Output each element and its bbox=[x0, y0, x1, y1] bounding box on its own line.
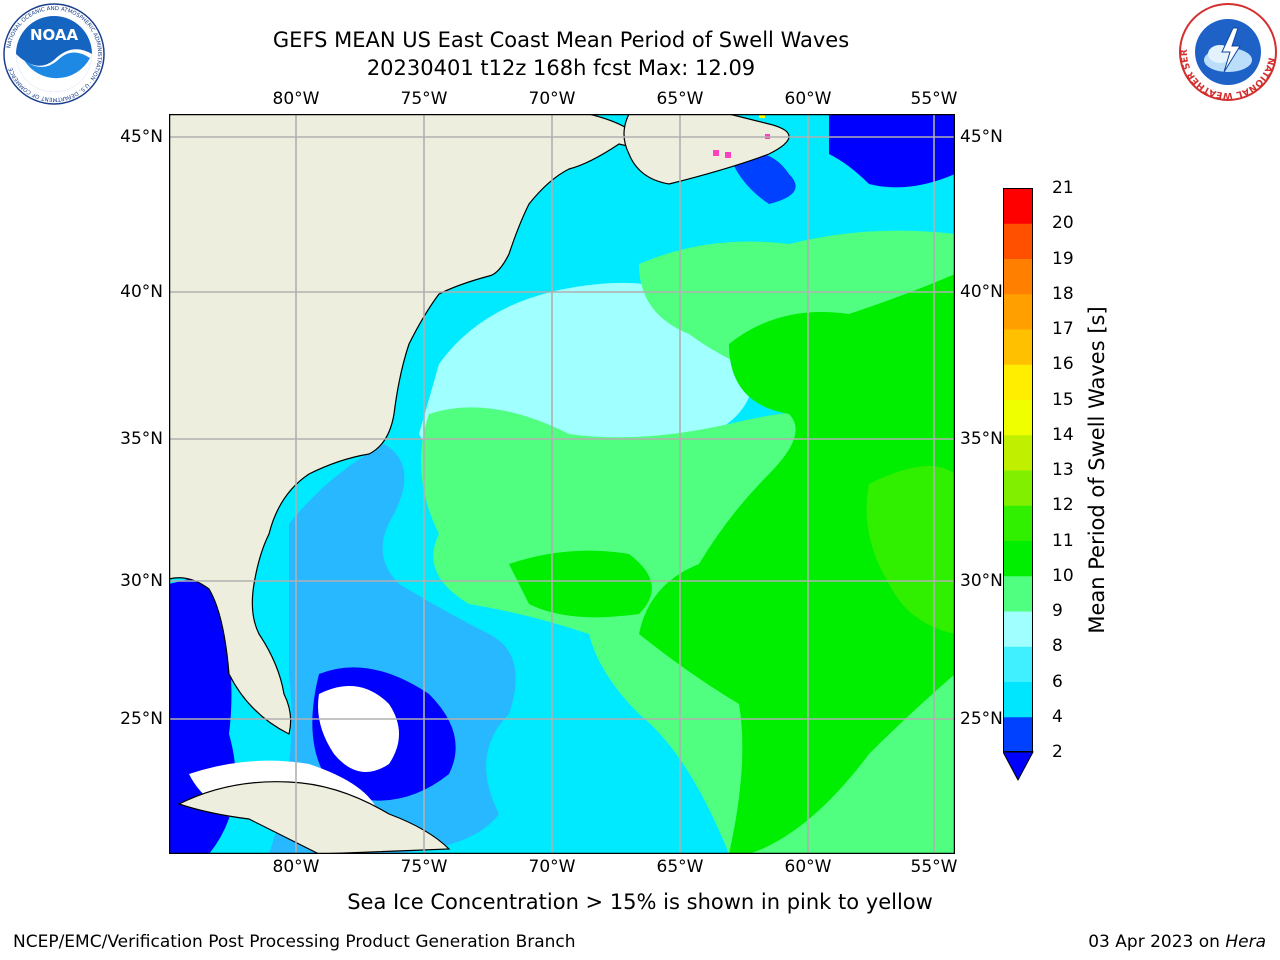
footer-credit: NCEP/EMC/Verification Post Processing Pr… bbox=[13, 932, 576, 952]
sea-ice-marker bbox=[725, 152, 731, 158]
lon-label-bottom: 65°W bbox=[656, 857, 704, 877]
lon-label-top: 75°W bbox=[400, 89, 448, 109]
colorbar-segment bbox=[1003, 329, 1033, 365]
colorbar-segment bbox=[1003, 188, 1033, 224]
colorbar-segment bbox=[1003, 434, 1033, 471]
lat-label-left: 40°N bbox=[120, 282, 163, 302]
land-us-east-coast bbox=[169, 114, 647, 735]
colorbar-segment bbox=[1003, 258, 1033, 295]
lat-label-right: 40°N bbox=[960, 282, 1003, 302]
lat-label-right: 45°N bbox=[960, 127, 1003, 147]
colorbar-tick-label: 11 bbox=[1052, 530, 1074, 551]
contour-2-4-north bbox=[729, 151, 796, 204]
colorbar-tick-label: 6 bbox=[1052, 671, 1063, 692]
nws-logo: NATIONAL WEATHER SERVICE bbox=[1178, 2, 1277, 101]
lat-label-left: 30°N bbox=[120, 571, 163, 591]
lon-label-bottom: 80°W bbox=[272, 857, 320, 877]
lon-label-top: 80°W bbox=[272, 89, 320, 109]
lon-label-bottom: 55°W bbox=[910, 857, 958, 877]
lon-label-bottom: 60°W bbox=[784, 857, 832, 877]
swell-period-map bbox=[169, 114, 955, 854]
colorbar-segment bbox=[1003, 293, 1033, 330]
footer-date: 03 Apr 2023 on Hera bbox=[1088, 932, 1266, 952]
chart-subtitle: 20230401 t12z 168h fcst Max: 12.09 bbox=[366, 56, 756, 80]
colorbar-tick-label: 13 bbox=[1052, 460, 1074, 480]
contour-11-12 bbox=[866, 466, 955, 634]
lon-label-top: 60°W bbox=[784, 89, 832, 109]
colorbar-segment bbox=[1003, 646, 1033, 682]
colorbar-tick-label: 20 bbox=[1052, 213, 1074, 234]
lon-label-top: 55°W bbox=[910, 89, 958, 109]
lon-label-top: 65°W bbox=[656, 89, 704, 109]
colorbar-tick-label: 12 bbox=[1052, 495, 1074, 516]
colorbar bbox=[1003, 188, 1034, 782]
colorbar-segment bbox=[1003, 681, 1033, 718]
sea-ice-marker bbox=[713, 150, 719, 156]
colorbar-tick-label: 4 bbox=[1052, 706, 1063, 727]
colorbar-tick-label: 15 bbox=[1052, 389, 1074, 410]
gridlines bbox=[169, 114, 955, 854]
colorbar-tick-label: 19 bbox=[1052, 248, 1074, 269]
colorbar-tick-label: 10 bbox=[1052, 565, 1074, 586]
colorbar-tick-label: 9 bbox=[1052, 601, 1063, 621]
missing-data-bahamas bbox=[318, 686, 399, 772]
colorbar-segments bbox=[1003, 188, 1033, 753]
noaa-logo: NOAA NATIONAL OCEANIC AND ATMOSPHERIC AD… bbox=[3, 3, 105, 105]
colorbar-tick-label: 2 bbox=[1052, 742, 1063, 762]
lat-label-left: 45°N bbox=[120, 127, 163, 147]
sea-ice-note: Sea Ice Concentration > 15% is shown in … bbox=[347, 890, 933, 914]
colorbar-segment bbox=[1003, 575, 1033, 612]
lat-label-left: 25°N bbox=[120, 709, 163, 729]
colorbar-tick-label: 16 bbox=[1052, 354, 1074, 375]
lat-label-right: 35°N bbox=[960, 429, 1003, 449]
colorbar-segment bbox=[1003, 540, 1033, 577]
map-frame bbox=[169, 114, 955, 854]
land-cuba bbox=[177, 781, 451, 854]
colorbar-segment bbox=[1003, 364, 1033, 400]
colorbar-frame bbox=[1003, 188, 1033, 752]
lat-label-left: 35°N bbox=[120, 429, 163, 449]
colorbar-tick-label: 14 bbox=[1052, 424, 1074, 445]
lon-label-bottom: 70°W bbox=[528, 857, 576, 877]
lon-label-bottom: 75°W bbox=[400, 857, 448, 877]
colorbar-tick-label: 21 bbox=[1052, 178, 1074, 198]
contour-2-4-northeast bbox=[829, 114, 955, 188]
noaa-logo-text: NOAA bbox=[30, 26, 79, 44]
sea-ice-marker bbox=[759, 114, 765, 118]
colorbar-tick-label: 17 bbox=[1052, 319, 1074, 339]
footer-host: Hera bbox=[1225, 932, 1266, 952]
colorbar-tick-label: 18 bbox=[1052, 283, 1074, 304]
colorbar-segment bbox=[1003, 505, 1033, 541]
colorbar-tick-label: 8 bbox=[1052, 636, 1063, 657]
colorbar-underflow-triangle bbox=[1003, 751, 1034, 782]
chart-title: GEFS MEAN US East Coast Mean Period of S… bbox=[272, 28, 850, 52]
lat-label-right: 30°N bbox=[960, 571, 1003, 591]
colorbar-segment bbox=[1003, 716, 1033, 753]
lon-label-top: 70°W bbox=[528, 89, 576, 109]
contour-10-11-b bbox=[509, 550, 652, 618]
colorbar-segment bbox=[1003, 223, 1033, 259]
footer-date-text: 03 Apr 2023 on bbox=[1088, 932, 1220, 952]
contour-10-11 bbox=[639, 274, 955, 854]
colorbar-segment bbox=[1003, 399, 1033, 436]
colorbar-label: Mean Period of Swell Waves [s] bbox=[1085, 306, 1109, 634]
lat-label-right: 25°N bbox=[960, 709, 1003, 729]
colorbar-segment bbox=[1003, 611, 1033, 647]
colorbar-segment bbox=[1003, 470, 1033, 506]
